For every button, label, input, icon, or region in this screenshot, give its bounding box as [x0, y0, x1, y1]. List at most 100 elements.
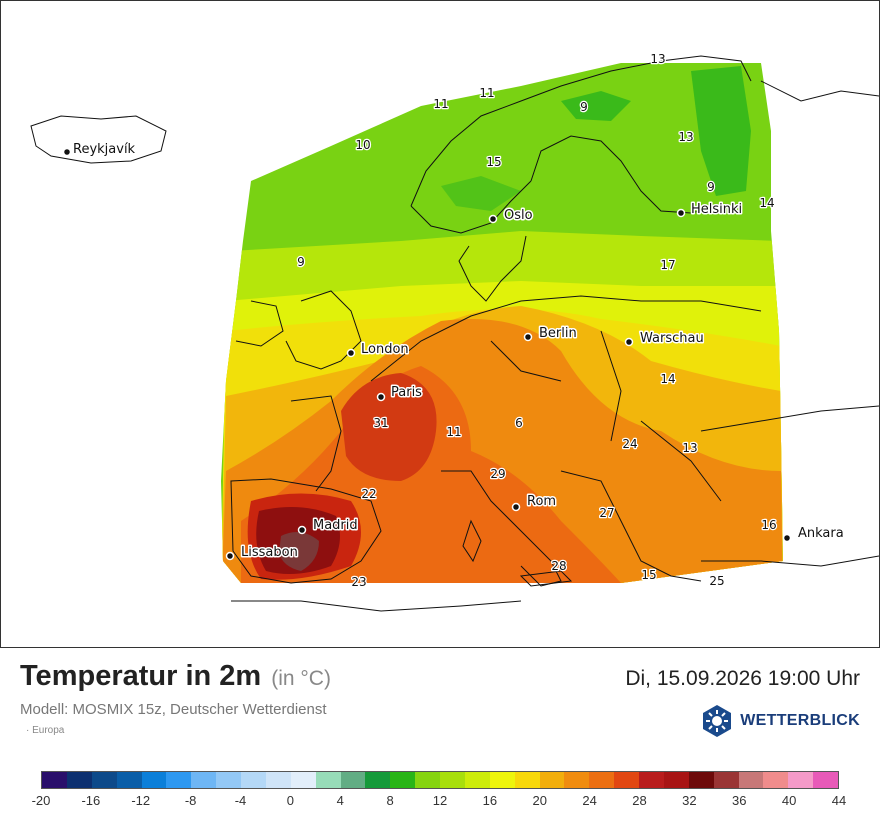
city-marker-rom: Rom: [511, 493, 558, 512]
colorbar-swatch: [788, 772, 814, 788]
city-markers: Reykjavík Oslo Helsinki London Berlin Wa…: [62, 141, 845, 562]
colorbar-swatch: [738, 772, 764, 788]
city-dot: [297, 525, 307, 535]
colorbar-swatch: [390, 772, 416, 788]
city-dot: [523, 332, 533, 342]
map-footer: Temperatur in 2m (in °C) Di, 15.09.2026 1…: [0, 648, 880, 830]
city-marker-madrid: Madrid: [297, 517, 359, 535]
temp-label: 25: [709, 574, 724, 588]
city-label: Oslo: [504, 208, 533, 223]
colorbar-ticks: -20 -16 -12 -8 -4 0 4 8 12 16 20 24 28 32 36 40 44: [32, 793, 847, 809]
temp-label: 14: [759, 196, 774, 210]
temp-label: 13: [682, 441, 697, 455]
colorbar-swatch: [141, 772, 167, 788]
city-label: Reykjavík: [73, 142, 136, 157]
colorbar-swatch: [589, 772, 615, 788]
colorbar-tick-label: 36: [732, 793, 747, 808]
city-dot: [488, 214, 498, 224]
colorbar-swatch: [91, 772, 117, 788]
colorbar-swatch: [66, 772, 92, 788]
temp-label: 11: [479, 86, 494, 100]
temp-label: 24: [622, 437, 637, 451]
unit-text: (in °C): [271, 667, 331, 690]
city-dot: [376, 392, 386, 402]
colorbar-swatch: [614, 772, 639, 788]
temperature-colorbar: [41, 771, 839, 789]
temp-label: 6: [515, 416, 523, 430]
colorbar-swatch: [813, 772, 838, 788]
colorbar-tick-label: -20: [31, 793, 51, 808]
colorbar-swatch: [116, 772, 142, 788]
model-source: Modell: MOSMIX 15z, Deutscher Wetterdien…: [20, 701, 327, 718]
colorbar-tick-label: 12: [432, 793, 448, 808]
temp-label: 11: [433, 97, 448, 111]
city-marker-helsinki: Helsinki: [676, 201, 744, 219]
temp-label: 13: [678, 130, 693, 144]
colorbar-swatch: [166, 772, 192, 788]
city-marker-warschau: Warschau: [624, 330, 705, 348]
map-canvas: 13 11 11 9 10 13 15 9 14 9 17 14 31 11 6…: [1, 1, 879, 647]
city-label: Warschau: [640, 331, 704, 346]
city-dot: [346, 348, 356, 358]
colorbar-tick-label: -12: [131, 793, 151, 808]
city-label: Paris: [391, 385, 422, 400]
city-dot: [676, 208, 686, 218]
colorbar-swatch: [763, 772, 789, 788]
city-dot: [225, 551, 235, 561]
temp-label: 29: [490, 467, 505, 481]
colorbar-tick-label: 4: [336, 793, 344, 808]
colorbar-swatch: [216, 772, 241, 788]
colorbar-tick-label: -4: [234, 793, 247, 808]
weather-map: 13 11 11 9 10 13 15 9 14 9 17 14 31 11 6…: [0, 0, 880, 648]
colorbar-tick-label: 32: [682, 793, 697, 808]
city-label: Madrid: [313, 518, 358, 533]
wetterblick-icon: [703, 705, 732, 737]
city-label: London: [361, 342, 409, 357]
temp-label: 31: [373, 416, 388, 430]
city-marker-ankara: Ankara: [782, 525, 845, 543]
temp-label: 27: [599, 506, 614, 520]
colorbar-swatch: [415, 772, 440, 788]
colorbar-tick-label: -8: [184, 793, 197, 808]
temp-label: 16: [761, 518, 776, 532]
city-label: Helsinki: [691, 202, 742, 217]
city-label: Lissabon: [241, 545, 298, 560]
temp-label: 10: [355, 138, 370, 152]
temp-label: 22: [361, 487, 376, 501]
city-marker-paris: Paris: [376, 384, 424, 402]
city-dot: [511, 502, 521, 512]
colorbar-swatch: [539, 772, 565, 788]
colorbar-swatch: [365, 772, 391, 788]
colorbar-tick-label: 20: [532, 793, 547, 808]
colorbar-tick-label: -16: [81, 793, 101, 808]
temp-label: 14: [660, 372, 675, 386]
city-marker-lissabon: Lissabon: [225, 544, 299, 562]
brand-logo[interactable]: WETTERBLICK: [700, 704, 860, 738]
colorbar-tick-label: 16: [482, 793, 498, 808]
brand-name: WETTERBLICK: [740, 712, 860, 729]
colorbar-swatch: [639, 772, 664, 788]
colorbar-swatch: [489, 772, 515, 788]
temperature-labels: 13 11 11 9 10 13 15 9 14 9 17 14 31 11 6…: [296, 51, 778, 591]
temp-label: 11: [446, 425, 461, 439]
city-dot: [782, 533, 792, 543]
temp-label: 17: [660, 258, 675, 272]
colorbar-swatch: [564, 772, 590, 788]
colorbar-tick-label: 0: [286, 793, 294, 808]
city-dot: [62, 147, 72, 157]
colorbar-swatch: [42, 772, 67, 788]
colorbar-swatch: [663, 772, 689, 788]
city-marker-london: London: [346, 341, 410, 359]
colorbar-swatch: [464, 772, 490, 788]
city-dot: [624, 337, 634, 347]
colorbar-swatch: [340, 772, 366, 788]
colorbar-swatch: [688, 772, 714, 788]
colorbar-swatch: [241, 772, 266, 788]
colorbar-swatch: [265, 772, 291, 788]
title-text: Temperatur in 2m: [20, 660, 262, 692]
colorbar-tick-label: 24: [582, 793, 597, 808]
temp-label: 9: [580, 100, 588, 114]
city-label: Ankara: [798, 526, 844, 541]
temp-label: 13: [650, 52, 665, 66]
city-label: Rom: [527, 494, 556, 509]
